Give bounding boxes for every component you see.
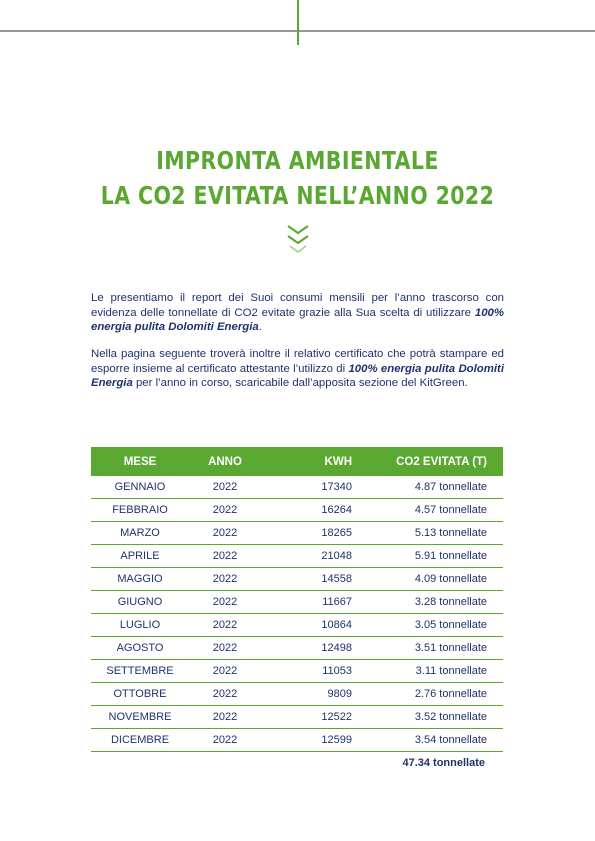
table-cell: APRILE xyxy=(91,544,189,568)
paragraph: Le presentiamo il report dei Suoi consum… xyxy=(91,291,504,335)
table-row: FEBBRAIO 2022 16264 4.57 tonnellate xyxy=(91,498,503,522)
table-cell: 11053 xyxy=(261,659,356,683)
table-cell: 2022 xyxy=(189,498,261,522)
table-cell: 3.51 tonnellate xyxy=(356,636,503,660)
table-cell: 2022 xyxy=(189,544,261,568)
table: MESE ANNO KWH CO2 EVITATA (T) GENNAIO 2022 173… xyxy=(91,447,503,752)
table-cell: 4.87 tonnellate xyxy=(356,476,503,499)
paragraph: Nella pagina seguente troverà inoltre il… xyxy=(91,347,504,391)
table-cell: 12498 xyxy=(261,636,356,660)
table-cell: 9809 xyxy=(261,682,356,706)
table-cell: 3.52 tonnellate xyxy=(356,705,503,729)
table-cell: 11667 xyxy=(261,590,356,614)
table-cell: 18265 xyxy=(261,521,356,545)
column-header: CO2 EVITATA (T) xyxy=(356,447,503,476)
table-cell: GENNAIO xyxy=(91,476,189,499)
table-cell: 16264 xyxy=(261,498,356,522)
table-cell: 2.76 tonnellate xyxy=(356,682,503,706)
column-header: MESE xyxy=(91,447,189,476)
title: LA CO2 EVITATA NELL’ANNO 2022 xyxy=(100,181,495,210)
table-cell: 2022 xyxy=(189,521,261,545)
table-cell: 2022 xyxy=(189,659,261,683)
table-cell: DICEMBRE xyxy=(91,728,189,752)
table-cell: 2022 xyxy=(189,728,261,752)
table-cell: 12522 xyxy=(261,705,356,729)
emphasis: 100% energia pulita Dolomiti Energia xyxy=(91,362,504,390)
table-row: AGOSTO 2022 12498 3.51 tonnellate xyxy=(91,636,503,660)
table-cell: 2022 xyxy=(189,567,261,591)
text: Nella pagina seguente troverà inoltre il… xyxy=(91,348,504,375)
table-cell: 5.91 tonnellate xyxy=(356,544,503,568)
table-cell: OTTOBRE xyxy=(91,682,189,706)
table-cell: 4.57 tonnellate xyxy=(356,498,503,522)
table-row: APRILE 2022 21048 5.91 tonnellate xyxy=(91,544,503,568)
total: 47.34 tonnellate xyxy=(402,757,485,769)
chevron xyxy=(289,245,307,253)
chevron xyxy=(287,225,309,235)
table-cell: FEBBRAIO xyxy=(91,498,189,522)
table-row: DICEMBRE 2022 12599 3.54 tonnellate xyxy=(91,728,503,752)
table-row: MARZO 2022 18265 5.13 tonnellate xyxy=(91,521,503,545)
table-row: GENNAIO 2022 17340 4.87 tonnellate xyxy=(91,476,503,499)
table-cell: GIUGNO xyxy=(91,590,189,614)
table-cell: 2022 xyxy=(189,590,261,614)
table-cell: 2022 xyxy=(189,613,261,637)
title: IMPRONTA AMBIENTALE xyxy=(156,146,439,175)
table-row: GIUGNO 2022 11667 3.28 tonnellate xyxy=(91,590,503,614)
table-cell: 17340 xyxy=(261,476,356,499)
table-cell: 4.09 tonnellate xyxy=(356,567,503,591)
table-cell: 3.28 tonnellate xyxy=(356,590,503,614)
table-cell: 2022 xyxy=(189,636,261,660)
table-cell: 3.54 tonnellate xyxy=(356,728,503,752)
table-cell: NOVEMBRE xyxy=(91,705,189,729)
table-cell: 2022 xyxy=(189,682,261,706)
chevron xyxy=(287,235,309,245)
table-row: LUGLIO 2022 10864 3.05 tonnellate xyxy=(91,613,503,637)
table-cell: 2022 xyxy=(189,705,261,729)
column-header: ANNO xyxy=(189,447,261,476)
text: per l’anno in corso, scaricabile dall’ap… xyxy=(132,377,468,389)
table-cell: 3.05 tonnellate xyxy=(356,613,503,637)
table-cell: 5.13 tonnellate xyxy=(356,521,503,545)
table-row: NOVEMBRE 2022 12522 3.52 tonnellate xyxy=(91,705,503,729)
table-cell: SETTEMBRE xyxy=(91,659,189,683)
emphasis: 100% energia pulita Dolomiti Energia xyxy=(91,306,504,334)
table-cell: 10864 xyxy=(261,613,356,637)
table-cell: 3.11 tonnellate xyxy=(356,659,503,683)
text: . xyxy=(258,321,262,333)
table-cell: MARZO xyxy=(91,521,189,545)
table-row: SETTEMBRE 2022 11053 3.11 tonnellate xyxy=(91,659,503,683)
table-cell: 21048 xyxy=(261,544,356,568)
table-cell: 14558 xyxy=(261,567,356,591)
table-cell: 2022 xyxy=(189,476,261,499)
text: Le presentiamo il report dei Suoi consum… xyxy=(91,292,504,319)
table-cell: 12599 xyxy=(261,728,356,752)
column-header: KWH xyxy=(261,447,356,476)
table-cell: MAGGIO xyxy=(91,567,189,591)
table-cell: AGOSTO xyxy=(91,636,189,660)
table-cell: LUGLIO xyxy=(91,613,189,637)
table-row: MAGGIO 2022 14558 4.09 tonnellate xyxy=(91,567,503,591)
table-row: OTTOBRE 2022 9809 2.76 tonnellate xyxy=(91,682,503,706)
